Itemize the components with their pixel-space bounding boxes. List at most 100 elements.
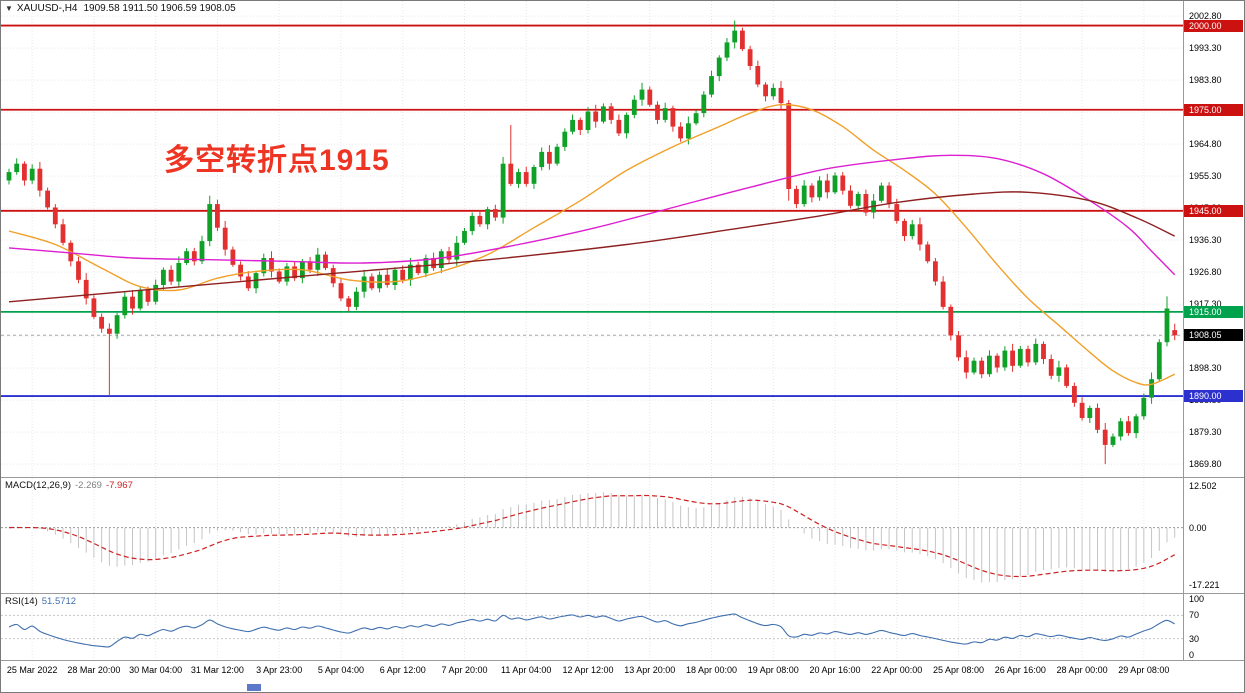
candle-body xyxy=(716,57,722,77)
candle-body xyxy=(153,284,159,302)
candle-body xyxy=(1149,379,1154,398)
candle-body xyxy=(330,268,336,284)
price-badge: 1915.00 xyxy=(1184,305,1243,318)
time-axis-label: 28 Apr 00:00 xyxy=(1056,665,1108,675)
candle-body xyxy=(902,220,907,237)
main-chart-panel: 2002.801993.301983.801974.301964.801955.… xyxy=(1,1,1244,477)
candle-body xyxy=(709,76,714,95)
price-axis[interactable]: 2002.801993.301983.801974.301964.801955.… xyxy=(1184,1,1244,477)
price-axis-label: 1983.80 xyxy=(1189,75,1222,86)
candle-body xyxy=(477,215,483,225)
rsi-axis-label: 30 xyxy=(1189,633,1200,644)
price-badge: 1975.00 xyxy=(1184,103,1243,116)
time-axis[interactable]: 25 Mar 2022 28 Mar 20:00 30 Mar 04:00 31 Ma… xyxy=(1,661,1183,680)
candle-body xyxy=(755,66,761,85)
candle-body xyxy=(323,254,328,269)
candle-body xyxy=(994,355,1000,368)
candle-body xyxy=(384,274,390,285)
candle-body xyxy=(1095,407,1100,430)
rsi-axis[interactable]: 100 70 30 0 xyxy=(1184,594,1244,660)
price-axis-label: 1964.80 xyxy=(1189,139,1222,150)
price-badge: 1908.05 xyxy=(1184,329,1243,342)
candle-body xyxy=(554,146,560,164)
candle-body xyxy=(276,271,282,282)
price-axis-label: 1879.30 xyxy=(1189,427,1222,438)
macd-panel: 12.502 0.00 -17.221 MACD(12,26,9) -2.269 -7.… xyxy=(1,478,1244,593)
candle-body xyxy=(987,355,992,375)
price-axis-label: 1926.80 xyxy=(1189,267,1222,278)
rsi-plot-area[interactable] xyxy=(1,594,1183,660)
panel-separator xyxy=(1,660,1244,661)
candle-body xyxy=(415,264,421,274)
candle-body xyxy=(724,42,730,58)
candle-body xyxy=(14,163,20,173)
candle-body xyxy=(593,111,599,122)
candle-body xyxy=(176,263,182,282)
candle-body xyxy=(616,119,622,134)
candle-body xyxy=(1118,421,1124,437)
candle-body xyxy=(925,244,931,262)
candle-body xyxy=(1017,348,1023,366)
symbol-timeframe-label: XAUUSD-,H4 xyxy=(16,3,78,14)
price-axis-label: 1898.30 xyxy=(1189,363,1222,374)
candle-body xyxy=(37,168,43,191)
candle-body xyxy=(1002,350,1008,368)
candle-body xyxy=(76,261,81,280)
candle-body xyxy=(1079,402,1085,418)
candle-body xyxy=(562,131,568,147)
collapse-arrow-icon[interactable]: ▼ xyxy=(5,4,13,13)
h-scrollbar-thumb[interactable] xyxy=(247,684,261,691)
candle-body xyxy=(940,281,946,307)
candle-body xyxy=(547,151,552,164)
candle-body xyxy=(431,258,436,269)
candle-body xyxy=(22,163,27,181)
candle-body xyxy=(1102,429,1108,445)
macd-axis-label: 0.00 xyxy=(1189,522,1207,533)
candle-body xyxy=(238,264,243,277)
candle-body xyxy=(879,185,884,201)
candle-body xyxy=(168,269,174,282)
ma-mid-magenta xyxy=(8,154,1176,276)
candle-body xyxy=(438,251,444,268)
candle-body xyxy=(894,204,900,221)
price-badge: 2000.00 xyxy=(1184,19,1243,32)
candle-body xyxy=(114,315,120,334)
candle-body xyxy=(1056,367,1062,376)
time-axis-label: 7 Apr 20:00 xyxy=(441,665,488,675)
time-axis-label: 18 Apr 00:00 xyxy=(685,665,738,675)
time-axis-label: 22 Apr 00:00 xyxy=(871,665,923,675)
candle-body xyxy=(261,258,267,274)
candle-body xyxy=(917,224,923,245)
candle-body xyxy=(585,111,591,130)
candle-body xyxy=(1033,343,1039,363)
candle-body xyxy=(801,185,807,205)
candle-body xyxy=(137,290,143,309)
ma-slow-darkred xyxy=(8,191,1176,303)
bottom-scroll-strip xyxy=(1,680,1244,692)
rsi-axis-label: 100 xyxy=(1189,594,1205,604)
candle-body xyxy=(1133,416,1139,434)
candle-body xyxy=(1048,359,1054,376)
price-axis-label: 1936.30 xyxy=(1189,235,1222,246)
candle-body xyxy=(639,89,645,100)
candle-body xyxy=(354,291,359,307)
price-plot-area[interactable] xyxy=(1,1,1183,477)
macd-axis[interactable]: 12.502 0.00 -17.221 xyxy=(1184,478,1244,593)
candle-body xyxy=(516,172,521,184)
candle-body xyxy=(531,167,537,184)
candle-body xyxy=(215,204,220,228)
panel-separator xyxy=(1,593,1244,594)
time-axis-label: 6 Apr 12:00 xyxy=(379,665,426,675)
price-axis-label: 1955.30 xyxy=(1189,171,1222,182)
candle-body xyxy=(701,94,707,114)
macd-axis-label: 12.502 xyxy=(1189,481,1217,491)
candle-body xyxy=(145,290,151,302)
macd-plot-area[interactable] xyxy=(1,478,1183,593)
candle-body xyxy=(122,296,128,316)
candle-body xyxy=(161,269,166,285)
candle-body xyxy=(662,108,668,120)
candle-body xyxy=(446,251,452,260)
candle-body xyxy=(740,30,745,50)
time-axis-label: 30 Mar 04:00 xyxy=(129,665,183,675)
